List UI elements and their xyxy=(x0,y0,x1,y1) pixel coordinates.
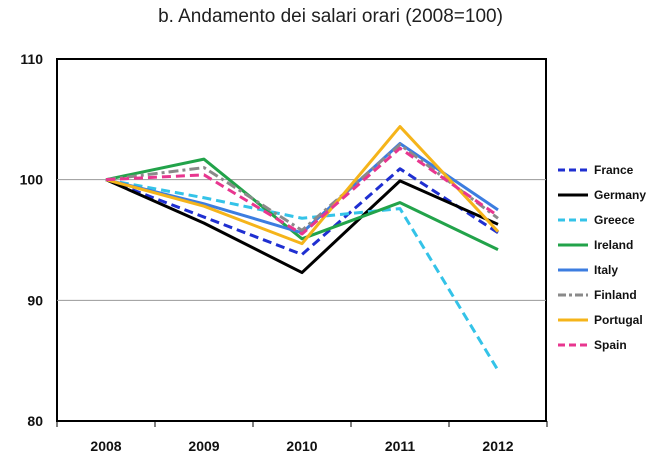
x-axis-ticks: 2008 2009 2010 2011 2012 xyxy=(56,421,548,454)
series-line-germany xyxy=(105,178,499,275)
legend-label-portugal: Portugal xyxy=(594,313,643,327)
series-lines xyxy=(105,125,500,372)
x-tick-label: 2012 xyxy=(482,438,513,454)
x-tick-label: 2011 xyxy=(385,438,416,454)
x-tick-label: 2009 xyxy=(188,438,219,454)
legend-label-italy: Italy xyxy=(594,263,618,277)
legend-label-ireland: Ireland xyxy=(594,238,633,252)
y-axis-ticks: 80 90 100 110 xyxy=(20,51,44,429)
x-tick-label: 2008 xyxy=(90,438,121,454)
y-tick-label: 90 xyxy=(27,292,43,308)
series-line-france xyxy=(105,167,499,256)
legend-label-germany: Germany xyxy=(594,188,646,202)
chart-title: b. Andamento dei salari orari (2008=100) xyxy=(158,6,503,27)
series-line-portugal xyxy=(105,125,500,246)
series-line-spain xyxy=(105,146,499,236)
series-line-ireland xyxy=(105,157,499,252)
series-line-greece xyxy=(105,178,500,372)
y-tick-label: 80 xyxy=(27,413,43,429)
legend: France Germany Greece Ireland Italy Finland Po… xyxy=(558,163,646,352)
legend-label-spain: Spain xyxy=(594,338,627,352)
legend-label-france: France xyxy=(594,163,634,177)
gridlines xyxy=(57,179,546,301)
y-tick-label: 110 xyxy=(20,51,43,67)
legend-label-finland: Finland xyxy=(594,288,637,302)
x-tick-label: 2010 xyxy=(286,438,317,454)
legend-label-greece: Greece xyxy=(594,213,635,227)
y-tick-label: 100 xyxy=(20,172,44,188)
